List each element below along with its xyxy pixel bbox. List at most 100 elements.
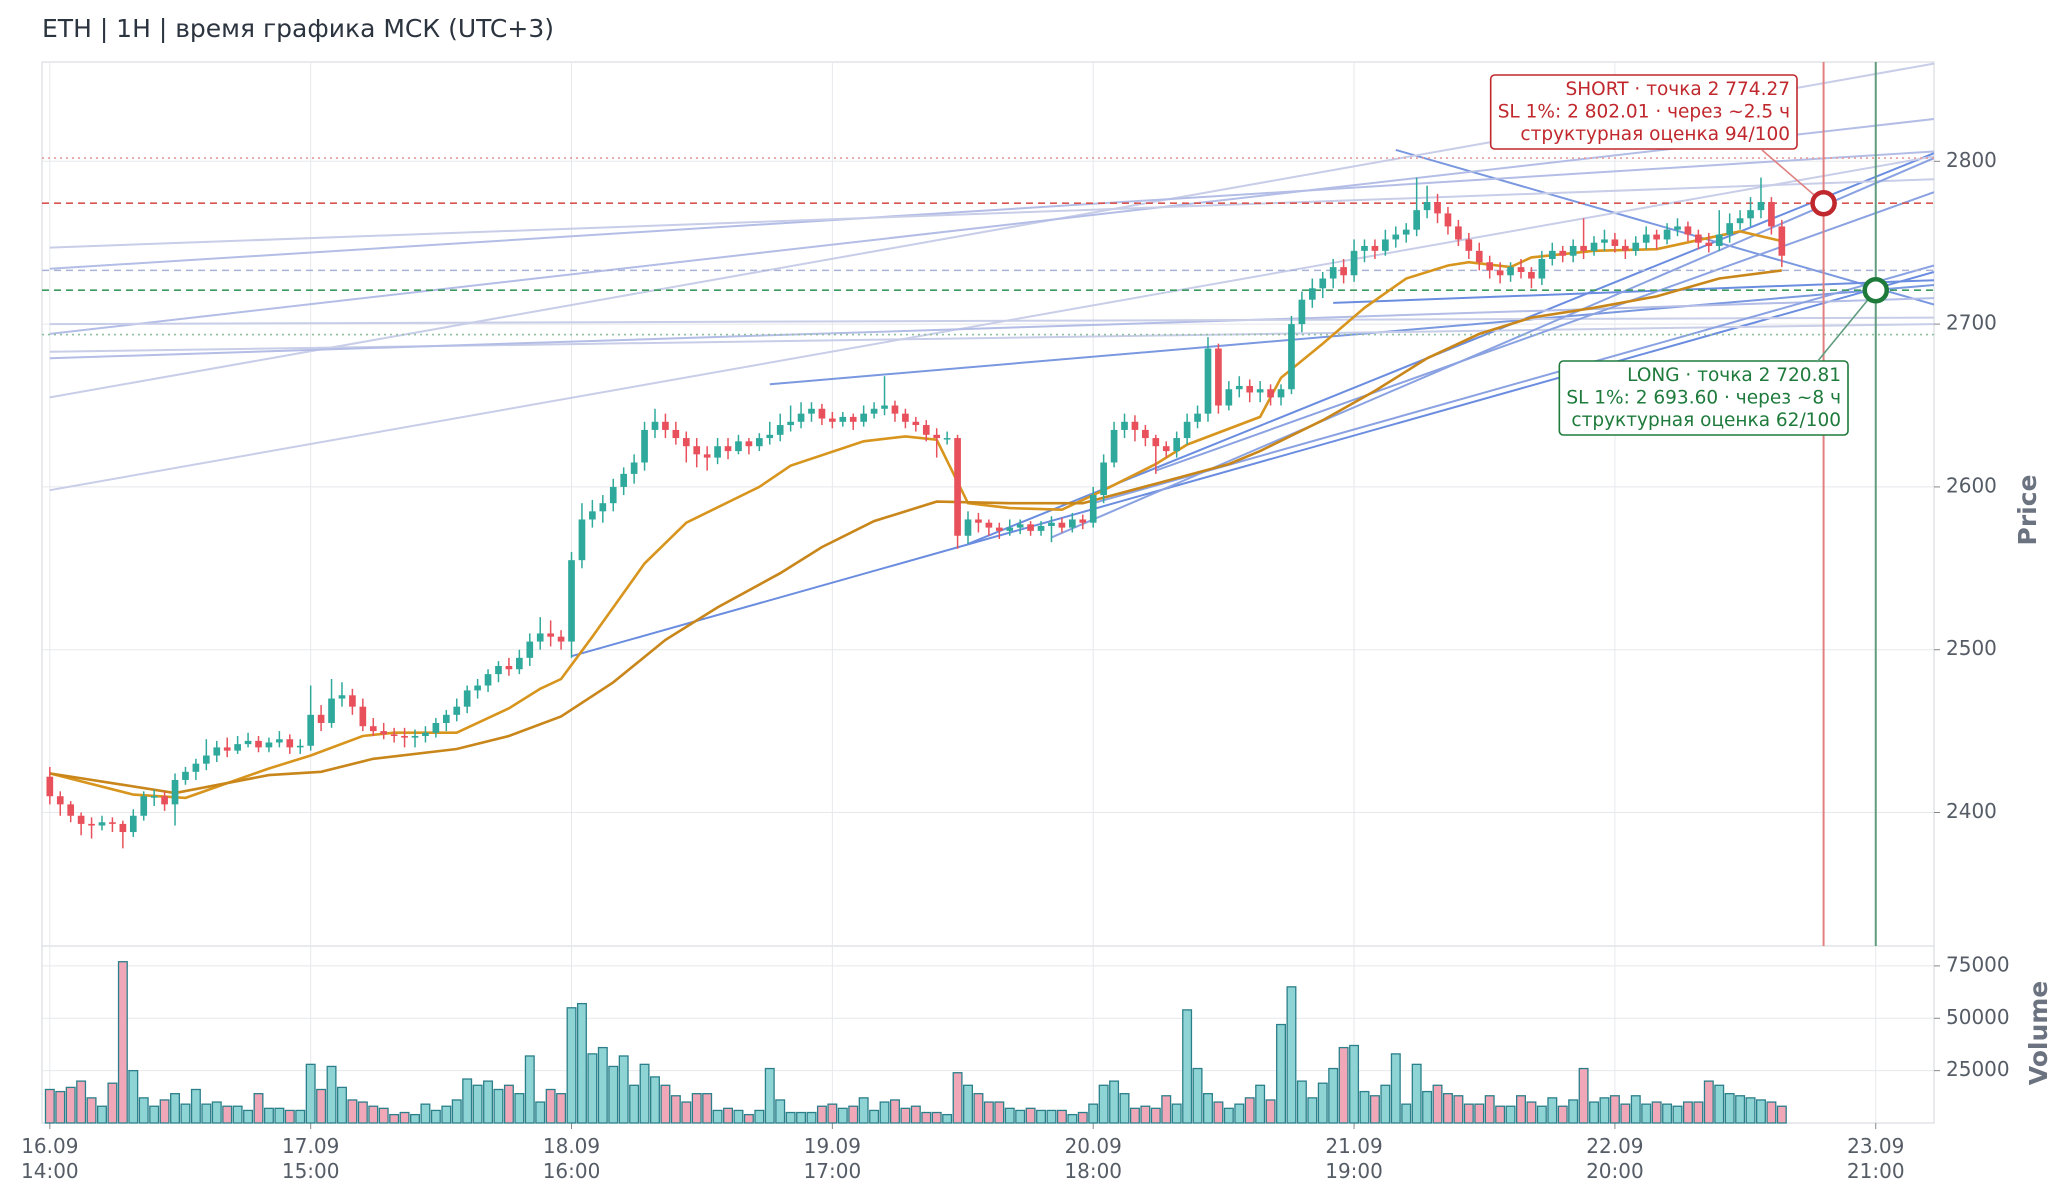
volume-bar (1265, 1099, 1276, 1124)
volume-bar (97, 1105, 107, 1124)
candle-body (526, 641, 534, 658)
volume-bar (587, 1053, 598, 1124)
candle-body (338, 695, 346, 699)
candle-body (1684, 226, 1692, 235)
volume-bar (1536, 1105, 1547, 1124)
candle-body (609, 486, 617, 504)
volume-bar (743, 1113, 754, 1124)
x-tick-label: 22.09 20:00 (1586, 1134, 1644, 1183)
candle-body (1757, 202, 1765, 211)
candle-body (964, 519, 972, 536)
candle-body (1256, 389, 1264, 393)
candle-body (495, 665, 502, 675)
candle-body (1121, 421, 1128, 430)
volume-bar (1192, 1067, 1203, 1124)
volume-bar (1453, 1095, 1464, 1124)
candle-body (328, 698, 335, 723)
volume-bar (138, 1097, 149, 1124)
candle-body (161, 796, 168, 805)
trend-line (49, 297, 1934, 360)
volume-bar (1129, 1107, 1140, 1124)
volume-bar (1641, 1103, 1652, 1124)
y2-tick-label: 25000 (1946, 1057, 2010, 1081)
candle-body (1580, 245, 1587, 251)
candle-body (985, 522, 993, 528)
candle-body (860, 413, 868, 422)
volume-bar (879, 1101, 890, 1124)
candles (46, 177, 1786, 849)
candle-body (390, 734, 398, 736)
candle-body (1455, 226, 1462, 240)
volume-bar (963, 1084, 973, 1124)
volume-bar (1682, 1101, 1693, 1124)
volume-bar (702, 1093, 713, 1124)
volume-bar (441, 1105, 452, 1124)
volume-bar (274, 1107, 285, 1124)
volume-bar (1390, 1053, 1401, 1124)
candle-body (1277, 389, 1285, 398)
candle-body (1329, 267, 1337, 279)
volume-bar (336, 1086, 347, 1124)
volume-bar (1088, 1103, 1099, 1124)
volume-bar (1150, 1107, 1161, 1124)
volume-bar (681, 1101, 692, 1124)
volume-bar (639, 1063, 650, 1124)
candle-body (1215, 348, 1222, 406)
volume-bar (1036, 1109, 1047, 1124)
volume-bar (55, 1090, 66, 1124)
y-axis-label: Price (2013, 475, 2042, 546)
volume-bar (253, 1093, 264, 1124)
volume-bar (1223, 1107, 1234, 1124)
candle-body (891, 405, 899, 414)
candle-body (620, 473, 628, 487)
candle-body (943, 438, 951, 440)
volume-bar (1213, 1101, 1224, 1124)
candle-body (1235, 385, 1243, 390)
y2-axis-label: Volume (2024, 981, 2053, 1086)
candle-body (1079, 519, 1087, 523)
volume-bar (1630, 1095, 1641, 1124)
volume-bar (295, 1109, 306, 1124)
volume-bar (1056, 1109, 1067, 1124)
candle-body (307, 714, 315, 746)
volume-bar (1505, 1105, 1516, 1124)
candle-body (578, 519, 586, 561)
candle-body (109, 822, 116, 824)
candle-body (150, 796, 158, 798)
candle-body (1319, 278, 1327, 289)
candle-body (401, 735, 408, 738)
candle-body (129, 815, 137, 833)
candle-body (380, 731, 388, 735)
volume-bar (1516, 1095, 1526, 1124)
volume-bar (1202, 1093, 1213, 1124)
y-tick-label: 2700 (1946, 311, 1997, 335)
candle-body (516, 657, 523, 670)
candle-body (1705, 242, 1713, 246)
volume-bar (754, 1109, 765, 1124)
volume-bar (1171, 1103, 1182, 1124)
y-tick-label: 2600 (1946, 473, 1997, 497)
candle-body (1142, 429, 1149, 439)
candle-body (296, 745, 304, 748)
candle-body (359, 706, 367, 727)
candle-body (119, 823, 127, 833)
volume-bar (1119, 1093, 1130, 1124)
volume-bar (1735, 1095, 1746, 1124)
candle-body (662, 421, 669, 430)
volume-bar (190, 1088, 201, 1124)
signal-text: SL 1%: 2 693.60 · через ~8 ч (1566, 388, 1841, 409)
candle-body (839, 416, 847, 422)
volume-bar (1662, 1103, 1673, 1124)
candle-body (1632, 242, 1640, 251)
y-tick-label: 2400 (1946, 799, 1997, 823)
candle-body (1444, 213, 1452, 227)
volume-bar (827, 1103, 838, 1124)
volume-bar (1025, 1107, 1036, 1124)
candle-body (787, 421, 794, 426)
candle-body (1162, 446, 1170, 452)
volume-bar (1422, 1090, 1433, 1124)
volume-bar (816, 1105, 827, 1124)
volume-bar (1349, 1044, 1360, 1124)
candle-body (140, 796, 148, 816)
